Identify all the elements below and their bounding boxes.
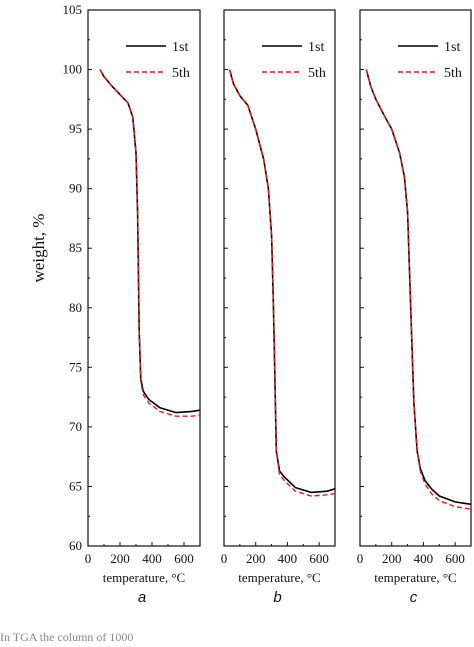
x-tick-label: 600 — [445, 551, 465, 566]
series-line-5th — [228, 69, 336, 497]
legend-label-5th: 5th — [308, 66, 326, 81]
y-tick-label: 65 — [69, 478, 82, 493]
panel-letter: a — [138, 589, 146, 606]
x-axis-title: temperature, °C — [238, 570, 320, 585]
legend-label-1st: 1st — [308, 40, 324, 55]
legend-label-1st: 1st — [172, 40, 188, 55]
y-tick-label: 105 — [63, 2, 83, 17]
y-tick-label: 60 — [69, 538, 82, 553]
panel-c: 0 200 400 600 temperature, °C c 1st 5th — [357, 9, 472, 606]
series-line-5th — [99, 69, 201, 417]
y-tick-label: 100 — [63, 62, 83, 77]
x-tick-label: 0 — [221, 551, 228, 566]
y-tick-label: 90 — [69, 181, 82, 196]
x-tick-label: 600 — [309, 551, 329, 566]
x-tick-label: 400 — [142, 551, 162, 566]
y-axis-title: weight, % — [29, 214, 48, 283]
series-line-1st — [365, 69, 472, 506]
panel-letter: c — [410, 589, 418, 606]
figure-caption: In TGA the column of 1000 — [0, 630, 134, 644]
x-tick-label: 200 — [110, 551, 130, 566]
x-tick-label: 400 — [278, 551, 298, 566]
chart-panels: 60 65 70 75 80 85 90 95 100 105 0 200 400 600 temperat… — [63, 2, 472, 606]
y-tick-label: 95 — [69, 121, 82, 136]
x-tick-label: 200 — [246, 551, 266, 566]
panel-b: 0 200 400 600 temperature, °C b 1st 5th — [221, 9, 336, 606]
plot-frame — [87, 9, 201, 547]
legend-label-1st: 1st — [444, 40, 460, 55]
y-tick-label: 70 — [69, 419, 82, 434]
x-tick-label: 400 — [414, 551, 434, 566]
x-tick-label: 0 — [85, 551, 92, 566]
y-tick-label: 75 — [69, 359, 82, 374]
y-tick-label: 85 — [69, 240, 82, 255]
plot-frame — [359, 9, 472, 547]
series-line-1st — [99, 69, 201, 414]
panel-a: 60 65 70 75 80 85 90 95 100 105 0 200 400 600 temperat… — [63, 2, 201, 606]
y-tick-label: 80 — [69, 300, 82, 315]
plot-frame — [223, 9, 336, 547]
series-line-1st — [228, 69, 336, 494]
legend-label-5th: 5th — [172, 66, 190, 81]
x-axis-title: temperature, °C — [103, 570, 185, 585]
x-axis-title: temperature, °C — [374, 570, 456, 585]
x-tick-label: 0 — [357, 551, 364, 566]
x-tick-label: 200 — [382, 551, 402, 566]
x-tick-label: 600 — [174, 551, 194, 566]
series-line-5th — [365, 69, 472, 510]
legend-label-5th: 5th — [444, 66, 462, 81]
panel-letter: b — [273, 589, 281, 606]
